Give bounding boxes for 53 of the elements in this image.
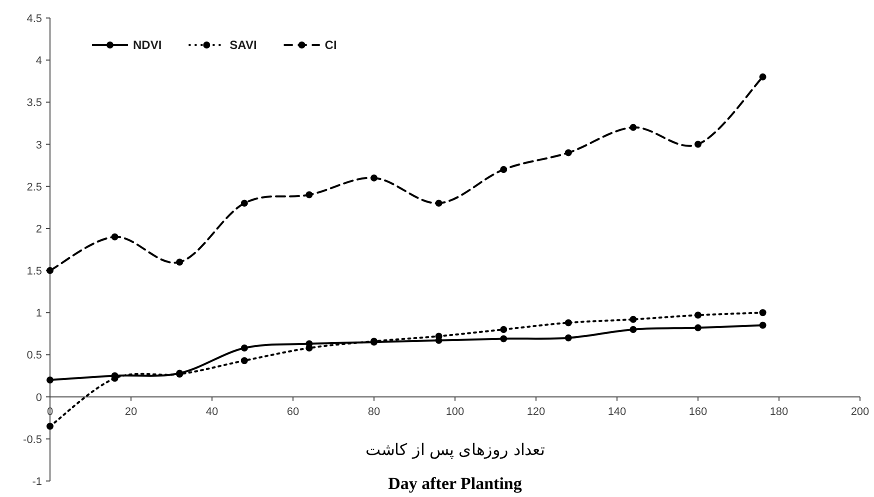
y-tick-label: 2: [36, 223, 42, 236]
point: [370, 174, 378, 182]
legend-label: NDVI: [133, 38, 162, 52]
point: [564, 319, 572, 326]
y-tick-label: 3.5: [26, 97, 42, 110]
point: [630, 124, 637, 131]
x-tick-label: 20: [124, 406, 138, 418]
y-tick-label: 0.5: [26, 350, 42, 362]
point: [111, 233, 118, 240]
y-tick-label: 1: [36, 308, 42, 320]
point: [564, 334, 572, 342]
y-tick-label: 3: [36, 139, 42, 152]
point: [759, 322, 766, 329]
x-axis-title: تعداد روزهای پس از کاشت: [365, 440, 545, 459]
y-tick-label: -0.5: [23, 434, 42, 446]
x-tick-label: 140: [608, 406, 626, 418]
point: [500, 166, 508, 174]
y-tick-label: 4.5: [26, 13, 42, 25]
legend-label: SAVI: [230, 38, 257, 52]
point: [564, 149, 572, 156]
x-tick-label: 40: [206, 406, 218, 418]
point: [759, 309, 766, 316]
point: [240, 200, 248, 207]
point: [176, 258, 184, 266]
point: [694, 324, 702, 332]
point: [240, 344, 248, 352]
point: [306, 191, 313, 198]
point: [46, 376, 54, 384]
y-tick-label: 2.5: [26, 181, 42, 194]
point: [240, 357, 248, 364]
point: [759, 73, 766, 80]
y-tick-label: -1: [32, 476, 42, 488]
point: [694, 312, 702, 319]
x-tick-label: 120: [526, 406, 546, 418]
y-tick-label: 1.5: [26, 266, 42, 278]
legend-label: CI: [324, 38, 337, 52]
x-tick-label: 160: [688, 406, 708, 418]
point: [630, 326, 637, 333]
x-tick-label: 80: [368, 406, 380, 418]
point: [46, 267, 54, 274]
y-tick-label: 0: [36, 392, 42, 404]
y-tick-label: 4: [36, 55, 42, 68]
x-tick-label: 180: [770, 406, 788, 418]
point: [630, 316, 637, 323]
annotation: Day after Planting: [388, 474, 522, 493]
x-tick-label: 60: [286, 406, 300, 418]
x-tick-label: 200: [850, 406, 870, 418]
point: [500, 326, 508, 333]
point: [435, 200, 442, 207]
point: [694, 140, 702, 148]
point: [46, 422, 54, 430]
point: [500, 335, 508, 342]
x-tick-label: 100: [446, 406, 464, 418]
